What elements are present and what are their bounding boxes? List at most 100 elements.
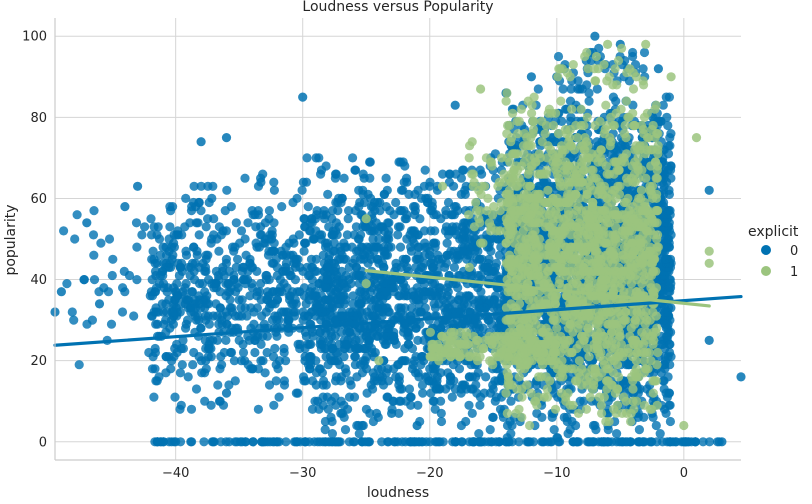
data-point xyxy=(323,275,332,284)
data-point xyxy=(550,425,559,434)
data-point xyxy=(665,389,674,398)
data-point xyxy=(181,194,190,203)
data-point xyxy=(269,259,278,268)
chart-title: Loudness versus Popularity xyxy=(302,0,493,15)
data-point xyxy=(238,437,247,446)
data-point xyxy=(397,186,406,195)
data-point xyxy=(417,307,426,316)
data-point xyxy=(589,421,598,430)
data-point xyxy=(640,48,649,57)
data-point xyxy=(161,368,170,377)
data-point xyxy=(349,437,358,446)
data-point xyxy=(606,149,615,158)
data-point xyxy=(450,263,459,272)
data-point xyxy=(172,340,181,349)
data-point xyxy=(105,234,114,243)
data-point xyxy=(324,336,333,345)
data-point xyxy=(437,409,446,418)
data-point xyxy=(132,218,141,227)
data-point xyxy=(161,316,170,325)
data-point xyxy=(82,320,91,329)
data-point xyxy=(394,222,403,231)
data-point xyxy=(180,222,189,231)
data-point xyxy=(353,311,362,320)
data-point xyxy=(89,206,98,215)
data-point xyxy=(400,344,409,353)
data-point xyxy=(355,234,364,243)
data-point xyxy=(289,234,298,243)
data-point xyxy=(370,295,379,304)
data-point xyxy=(365,157,374,166)
data-point xyxy=(578,84,587,93)
data-point xyxy=(184,372,193,381)
data-point xyxy=(151,320,160,329)
data-point xyxy=(465,372,474,381)
data-point xyxy=(186,303,195,312)
data-point xyxy=(137,230,146,239)
data-point xyxy=(140,222,149,231)
data-point xyxy=(259,437,268,446)
data-point xyxy=(322,161,331,170)
data-point xyxy=(324,222,333,231)
data-point xyxy=(705,186,714,195)
data-point xyxy=(660,364,669,373)
data-point xyxy=(347,380,356,389)
data-point xyxy=(132,243,141,252)
data-point xyxy=(166,206,175,215)
data-point xyxy=(308,275,317,284)
data-point xyxy=(311,287,320,296)
data-point xyxy=(331,376,340,385)
data-point xyxy=(278,251,287,260)
data-point xyxy=(626,437,635,446)
data-point xyxy=(352,222,361,231)
data-point xyxy=(539,437,548,446)
data-point xyxy=(211,299,220,308)
data-point xyxy=(205,198,214,207)
data-point xyxy=(316,364,325,373)
data-point xyxy=(666,210,675,219)
data-point xyxy=(319,376,328,385)
data-point xyxy=(468,409,477,418)
data-point xyxy=(385,206,394,215)
data-point xyxy=(672,437,681,446)
data-point xyxy=(319,401,328,410)
data-point xyxy=(300,247,309,256)
data-point xyxy=(451,101,460,110)
data-point xyxy=(335,340,344,349)
data-point xyxy=(197,182,206,191)
data-point xyxy=(153,437,162,446)
data-point xyxy=(337,307,346,316)
data-point xyxy=(333,198,342,207)
data-point xyxy=(342,368,351,377)
data-point xyxy=(652,421,661,430)
data-point xyxy=(413,255,422,264)
data-point xyxy=(486,425,495,434)
data-point xyxy=(397,384,406,393)
data-point xyxy=(354,247,363,256)
data-point xyxy=(96,239,105,248)
data-point xyxy=(182,251,191,260)
data-point xyxy=(339,401,348,410)
data-point xyxy=(311,299,320,308)
data-point xyxy=(374,364,383,373)
data-point xyxy=(612,429,621,438)
data-point xyxy=(354,271,363,280)
data-point xyxy=(492,259,501,268)
data-point xyxy=(183,295,192,304)
data-point xyxy=(352,263,361,272)
data-point xyxy=(222,186,231,195)
data-point xyxy=(663,437,672,446)
data-point xyxy=(428,255,437,264)
data-point xyxy=(334,437,343,446)
data-point xyxy=(290,311,299,320)
data-point xyxy=(308,263,317,272)
data-point xyxy=(393,230,402,239)
data-point xyxy=(133,182,142,191)
data-point xyxy=(177,259,186,268)
data-point xyxy=(253,287,262,296)
data-point xyxy=(341,425,350,434)
data-point xyxy=(423,372,432,381)
data-point xyxy=(214,247,223,256)
data-point xyxy=(402,234,411,243)
